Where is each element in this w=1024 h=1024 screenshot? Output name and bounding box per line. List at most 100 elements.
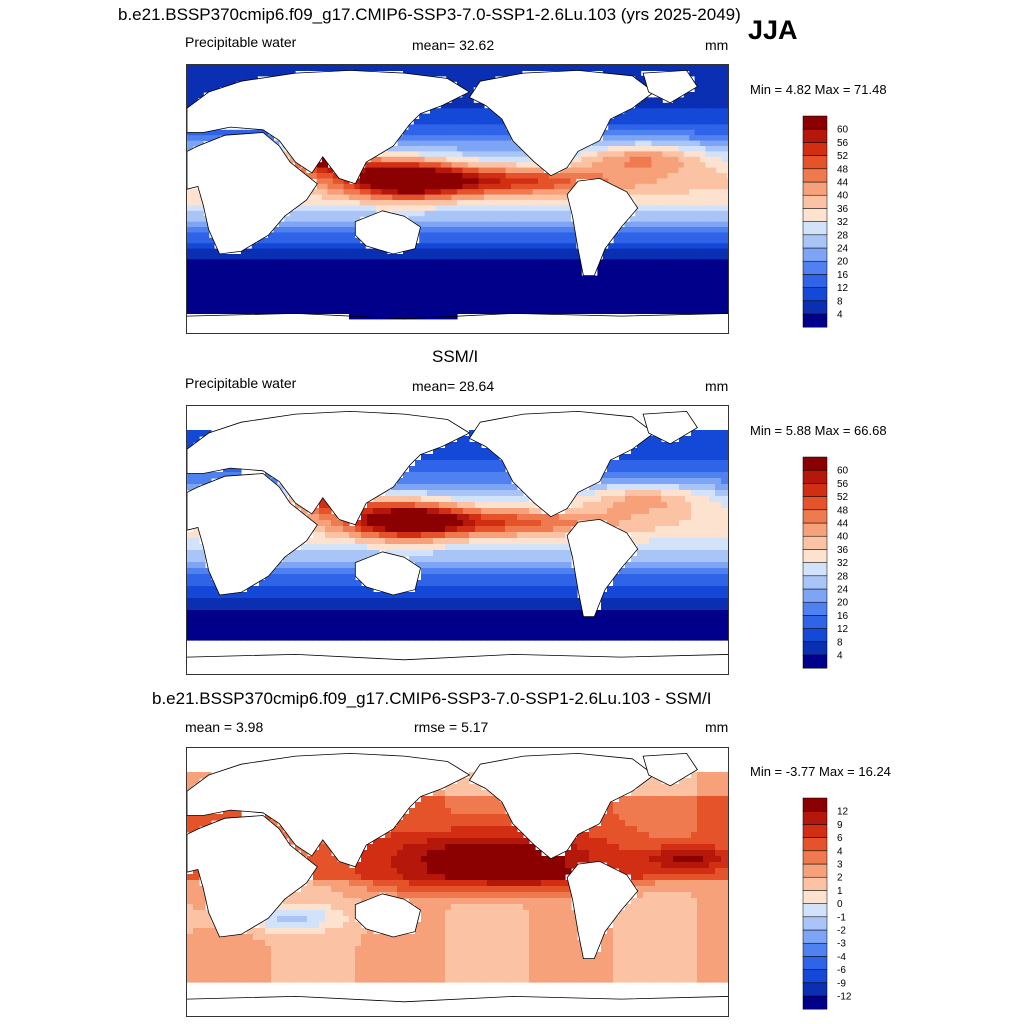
field-cell: [715, 538, 722, 545]
field-cell: [457, 562, 464, 569]
field-cell: [662, 259, 669, 266]
field-cell: [446, 291, 453, 298]
field-cell: [505, 216, 512, 223]
field-cell: [583, 490, 590, 497]
field-cell: [445, 544, 452, 551]
field-cell: [205, 586, 212, 593]
field-cell: [481, 616, 488, 623]
colorbar-tick-label: 32: [837, 217, 849, 228]
field-cell: [635, 156, 642, 163]
field-cell: [211, 616, 218, 623]
field-cell: [511, 574, 518, 581]
field-cell: [463, 598, 470, 605]
field-cell: [481, 598, 488, 605]
field-cell: [262, 275, 269, 282]
field-cell: [716, 205, 723, 212]
field-cell: [667, 580, 674, 587]
field-cell: [392, 302, 399, 309]
field-cell: [548, 243, 555, 250]
field-cell: [710, 254, 717, 260]
field-cell: [500, 248, 507, 255]
field-cell: [511, 544, 518, 551]
field-cell: [325, 550, 332, 557]
field-cell: [716, 281, 723, 287]
field-cell: [493, 574, 500, 581]
field-cell: [219, 259, 226, 266]
field-cell: [543, 183, 550, 190]
field-cell: [457, 237, 463, 244]
field-cell: [709, 544, 716, 551]
field-cell: [691, 454, 698, 461]
field-cell: [262, 281, 269, 287]
field-cell: [446, 178, 453, 185]
field-cell: [208, 286, 215, 293]
field-cell: [715, 472, 722, 479]
field-cell: [694, 92, 701, 98]
field-cell: [385, 526, 392, 533]
field-cell: [467, 189, 474, 196]
field-cell: [187, 248, 193, 255]
field-cell: [419, 259, 426, 266]
field-cell: [246, 275, 253, 282]
field-cell: [535, 586, 542, 593]
field-cell: [445, 580, 452, 587]
field-cell: [523, 616, 530, 623]
field-cell: [440, 146, 447, 152]
field-cell: [316, 275, 323, 282]
field-cell: [715, 478, 722, 485]
field-cell: [543, 232, 550, 239]
field-cell: [325, 508, 332, 515]
field-cell: [403, 291, 409, 298]
field-cell: [355, 538, 362, 545]
field-cell: [373, 592, 380, 599]
field-cell: [667, 478, 674, 485]
field-cell: [338, 308, 345, 314]
field-cell: [413, 135, 420, 142]
field-cell: [601, 490, 608, 497]
field-cell: [268, 70, 274, 77]
field-cell: [673, 200, 679, 206]
field-cell: [463, 574, 470, 581]
field-cell: [445, 448, 452, 455]
field-cell: [635, 140, 642, 147]
field-cell: [547, 532, 554, 539]
field-cell: [667, 119, 674, 125]
field-cell: [635, 302, 642, 309]
field-cell: [311, 227, 318, 233]
field-cell: [697, 586, 704, 593]
field-cell: [469, 526, 476, 533]
field-cell: [673, 490, 680, 497]
field-cell: [271, 598, 278, 605]
field-cell: [475, 610, 482, 617]
field-cell: [307, 604, 314, 611]
field-cell: [667, 496, 674, 503]
field-cell: [516, 259, 523, 266]
field-cell: [446, 194, 453, 201]
field-cell: [619, 270, 625, 277]
field-cell: [241, 248, 247, 255]
field-cell: [219, 129, 226, 136]
field-cell: [463, 496, 470, 503]
field-cell: [439, 520, 446, 527]
field-cell: [322, 189, 328, 196]
field-cell: [499, 550, 506, 557]
field-cell: [640, 156, 647, 163]
field-cell: [481, 454, 488, 461]
field-cell: [710, 102, 717, 109]
field-cell: [646, 259, 652, 266]
field-cell: [435, 135, 442, 142]
field-cell: [435, 286, 442, 293]
field-cell: [262, 302, 269, 309]
field-cell: [532, 297, 539, 304]
field-cell: [500, 167, 507, 174]
field-cell: [187, 75, 193, 82]
field-cell: [446, 227, 453, 233]
field-cell: [499, 490, 506, 497]
field-cell: [721, 297, 728, 304]
field-cell: [559, 610, 566, 617]
field-cell: [529, 604, 536, 611]
field-cell: [575, 270, 582, 277]
field-cell: [559, 264, 566, 271]
field-cell: [715, 604, 722, 611]
field-cell: [716, 178, 723, 185]
